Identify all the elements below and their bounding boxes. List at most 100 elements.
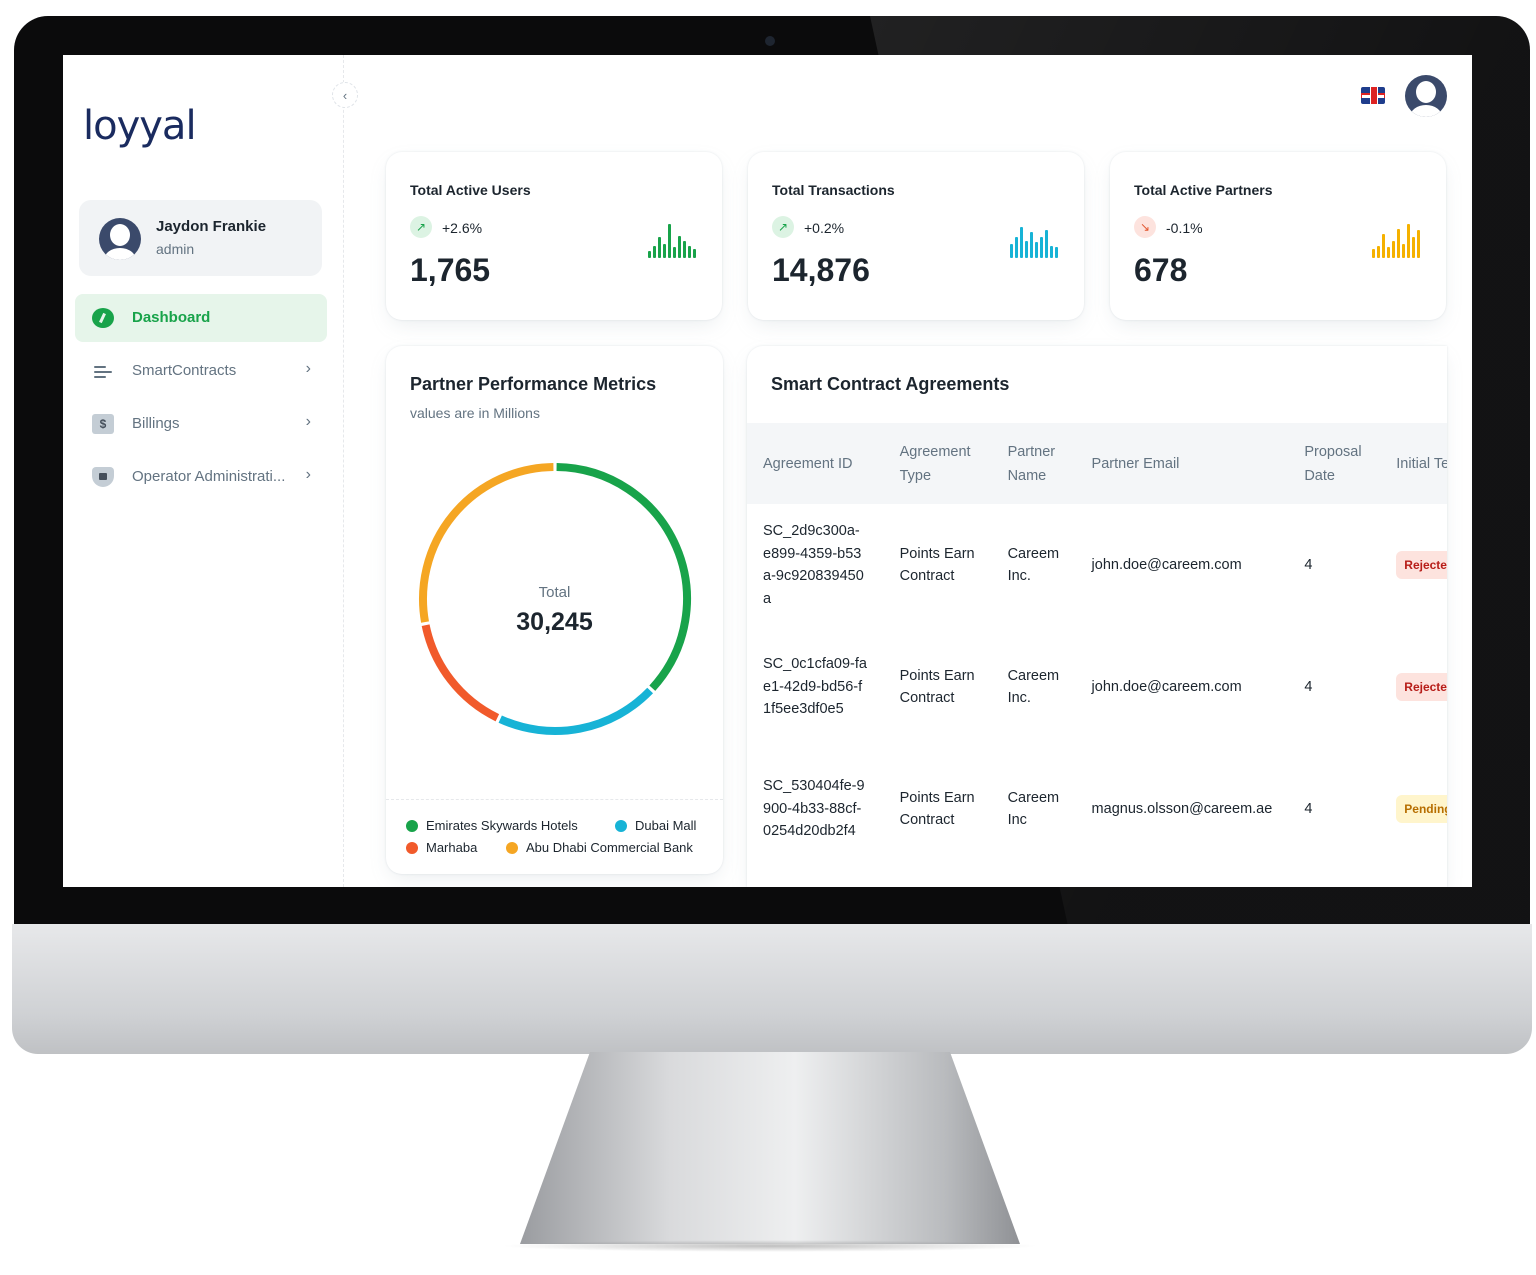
monitor-chin <box>12 924 1532 1054</box>
sparkline-bar <box>683 241 686 258</box>
column-header[interactable]: Agreement Type <box>883 423 992 504</box>
donut-slice[interactable] <box>498 687 654 735</box>
stat-title: Total Transactions <box>772 182 895 198</box>
user-card[interactable]: Jaydon Frankie admin <box>79 200 322 276</box>
user-role: admin <box>156 241 195 257</box>
stat-change: +2.6% <box>442 220 483 236</box>
collapse-sidebar-button[interactable]: ‹ <box>332 82 358 108</box>
stat-title: Total Active Partners <box>1134 182 1273 198</box>
column-header[interactable]: Partner Name <box>991 423 1076 504</box>
trending-down-icon: ↘ <box>1134 216 1156 238</box>
sparkline-bar <box>1382 234 1385 258</box>
legend-item[interactable]: Marhaba <box>406 840 477 855</box>
sparkline-bar <box>673 247 676 258</box>
sparkline-bar <box>1050 246 1053 258</box>
sparkline-bar <box>668 224 671 258</box>
column-header[interactable]: Agreement ID <box>747 423 884 504</box>
sparkline-bar <box>1010 244 1013 258</box>
table-header-row: Agreement ID Agreement Type Partner Name… <box>747 423 1447 504</box>
agreement-type: Points Earn Contract <box>899 789 975 829</box>
table-row[interactable]: SC_2d9c300a-e899-4359-b53a-9c920839450a … <box>747 504 1447 626</box>
shield-lock-icon <box>92 467 114 487</box>
partner-email: john.doe@careem.com <box>1091 678 1242 695</box>
sparkline-bar <box>1015 237 1018 258</box>
language-uk-flag-icon[interactable] <box>1361 87 1385 104</box>
status-badge: Pending <box>1396 794 1447 824</box>
sparkline-bars <box>1372 220 1420 258</box>
sparkline-bar <box>1397 229 1400 258</box>
sparkline-bar <box>663 244 666 258</box>
legend-label: Marhaba <box>426 840 478 855</box>
proposal-date: 4 <box>1304 678 1313 695</box>
chevron-left-icon: ‹ <box>342 87 348 103</box>
agreement-type: Points Earn Contract <box>899 667 975 707</box>
screen: loyyal ‹ Jaydon Frankie admin Dashboard … <box>63 55 1472 887</box>
sparkline-bar <box>1372 249 1375 258</box>
sparkline-bar <box>648 251 651 258</box>
sidebar-item-label: Billings <box>132 415 180 432</box>
sidebar-item-smartcontracts[interactable]: SmartContracts › <box>75 347 327 395</box>
account-avatar[interactable] <box>1405 75 1447 117</box>
donut-total-value: 30,245 <box>516 608 593 636</box>
stat-value: 14,876 <box>772 252 870 288</box>
chevron-right-icon: › <box>305 466 311 483</box>
sidebar-item-dashboard[interactable]: Dashboard <box>75 294 327 342</box>
partner-email: magnus.olsson@careem.ae <box>1091 800 1273 817</box>
legend-item[interactable]: Emirates Skywards Hotels <box>406 818 578 833</box>
donut-slice[interactable] <box>421 624 500 722</box>
donut-slice[interactable] <box>556 463 691 691</box>
stat-card-transactions: Total Transactions ↗ +0.2% 14,876 <box>748 152 1084 320</box>
stat-value: 678 <box>1134 252 1188 288</box>
invoice-icon: $ <box>92 414 114 434</box>
sparkline-bar <box>1025 241 1028 258</box>
partner-name: Careem Inc <box>1007 789 1060 829</box>
sparkline-bar <box>688 246 691 258</box>
agreement-id: SC_2d9c300a-e899-4359-b53a-9c920839450a <box>763 523 864 607</box>
sidebar-item-label: Dashboard <box>132 309 211 326</box>
stat-card-active-partners: Total Active Partners ↘ -0.1% 678 <box>1110 152 1446 320</box>
sidebar-item-label: Operator Administrati... <box>132 468 286 485</box>
legend-item[interactable]: Abu Dhabi Commercial Bank <box>506 840 693 855</box>
partner-name: Careem Inc. <box>1007 545 1060 585</box>
sparkline-bars <box>648 220 696 258</box>
agreements-table: Agreement ID Agreement Type Partner Name… <box>747 423 1447 870</box>
table-row[interactable]: SC_0c1cfa09-fae1-42d9-bd56-f1f5ee3df0e5 … <box>747 626 1447 748</box>
status-cell: Rejected <box>1380 626 1447 748</box>
camera-icon <box>765 36 775 46</box>
donut-total-label: Total <box>538 584 571 601</box>
card-subtitle: values are in Millions <box>410 405 540 421</box>
table-row[interactable]: SC_530404fe-9900-4b33-88cf-0254d20db2f4 … <box>747 748 1447 870</box>
donut-slice[interactable] <box>419 463 554 623</box>
agreement-id: SC_530404fe-9900-4b33-88cf-0254d20db2f4 <box>763 778 865 840</box>
chevron-right-icon: › <box>305 360 311 377</box>
smart-contract-agreements-card: Smart Contract Agreements Agreement ID A… <box>747 346 1447 887</box>
column-header[interactable]: Initial Term <box>1380 423 1447 504</box>
dashboard-icon <box>92 308 114 328</box>
sidebar-item-billings[interactable]: $ Billings › <box>75 400 327 448</box>
monitor-stand <box>520 1052 1020 1244</box>
stat-card-active-users: Total Active Users ↗ +2.6% 1,765 <box>386 152 722 320</box>
app-logo[interactable]: loyyal <box>83 103 197 149</box>
sparkline-bar <box>1377 246 1380 258</box>
legend-dot <box>406 841 418 854</box>
stat-change: +0.2% <box>804 220 845 236</box>
sparkline-bar <box>1035 242 1038 258</box>
sparkline-bar <box>1402 244 1405 258</box>
column-header[interactable]: Partner Email <box>1075 423 1289 504</box>
sparkline-bar <box>1040 237 1043 258</box>
stand-shadow <box>500 1240 1040 1252</box>
legend-label: Emirates Skywards Hotels <box>426 818 578 833</box>
chevron-right-icon: › <box>305 413 311 430</box>
proposal-date: 4 <box>1304 556 1313 573</box>
proposal-date: 4 <box>1304 800 1313 817</box>
sparkline-bar <box>1417 230 1420 258</box>
sparkline-bar <box>678 236 681 258</box>
column-header[interactable]: Proposal Date <box>1288 423 1381 504</box>
stat-value: 1,765 <box>410 252 491 288</box>
legend-item[interactable]: Dubai Mall <box>615 818 696 833</box>
card-title: Smart Contract Agreements <box>771 374 1010 394</box>
legend-label: Abu Dhabi Commercial Bank <box>526 840 693 855</box>
sidebar-item-operator-administration[interactable]: Operator Administrati... › <box>75 453 327 501</box>
legend-dot <box>615 819 627 832</box>
list-icon <box>92 361 114 381</box>
